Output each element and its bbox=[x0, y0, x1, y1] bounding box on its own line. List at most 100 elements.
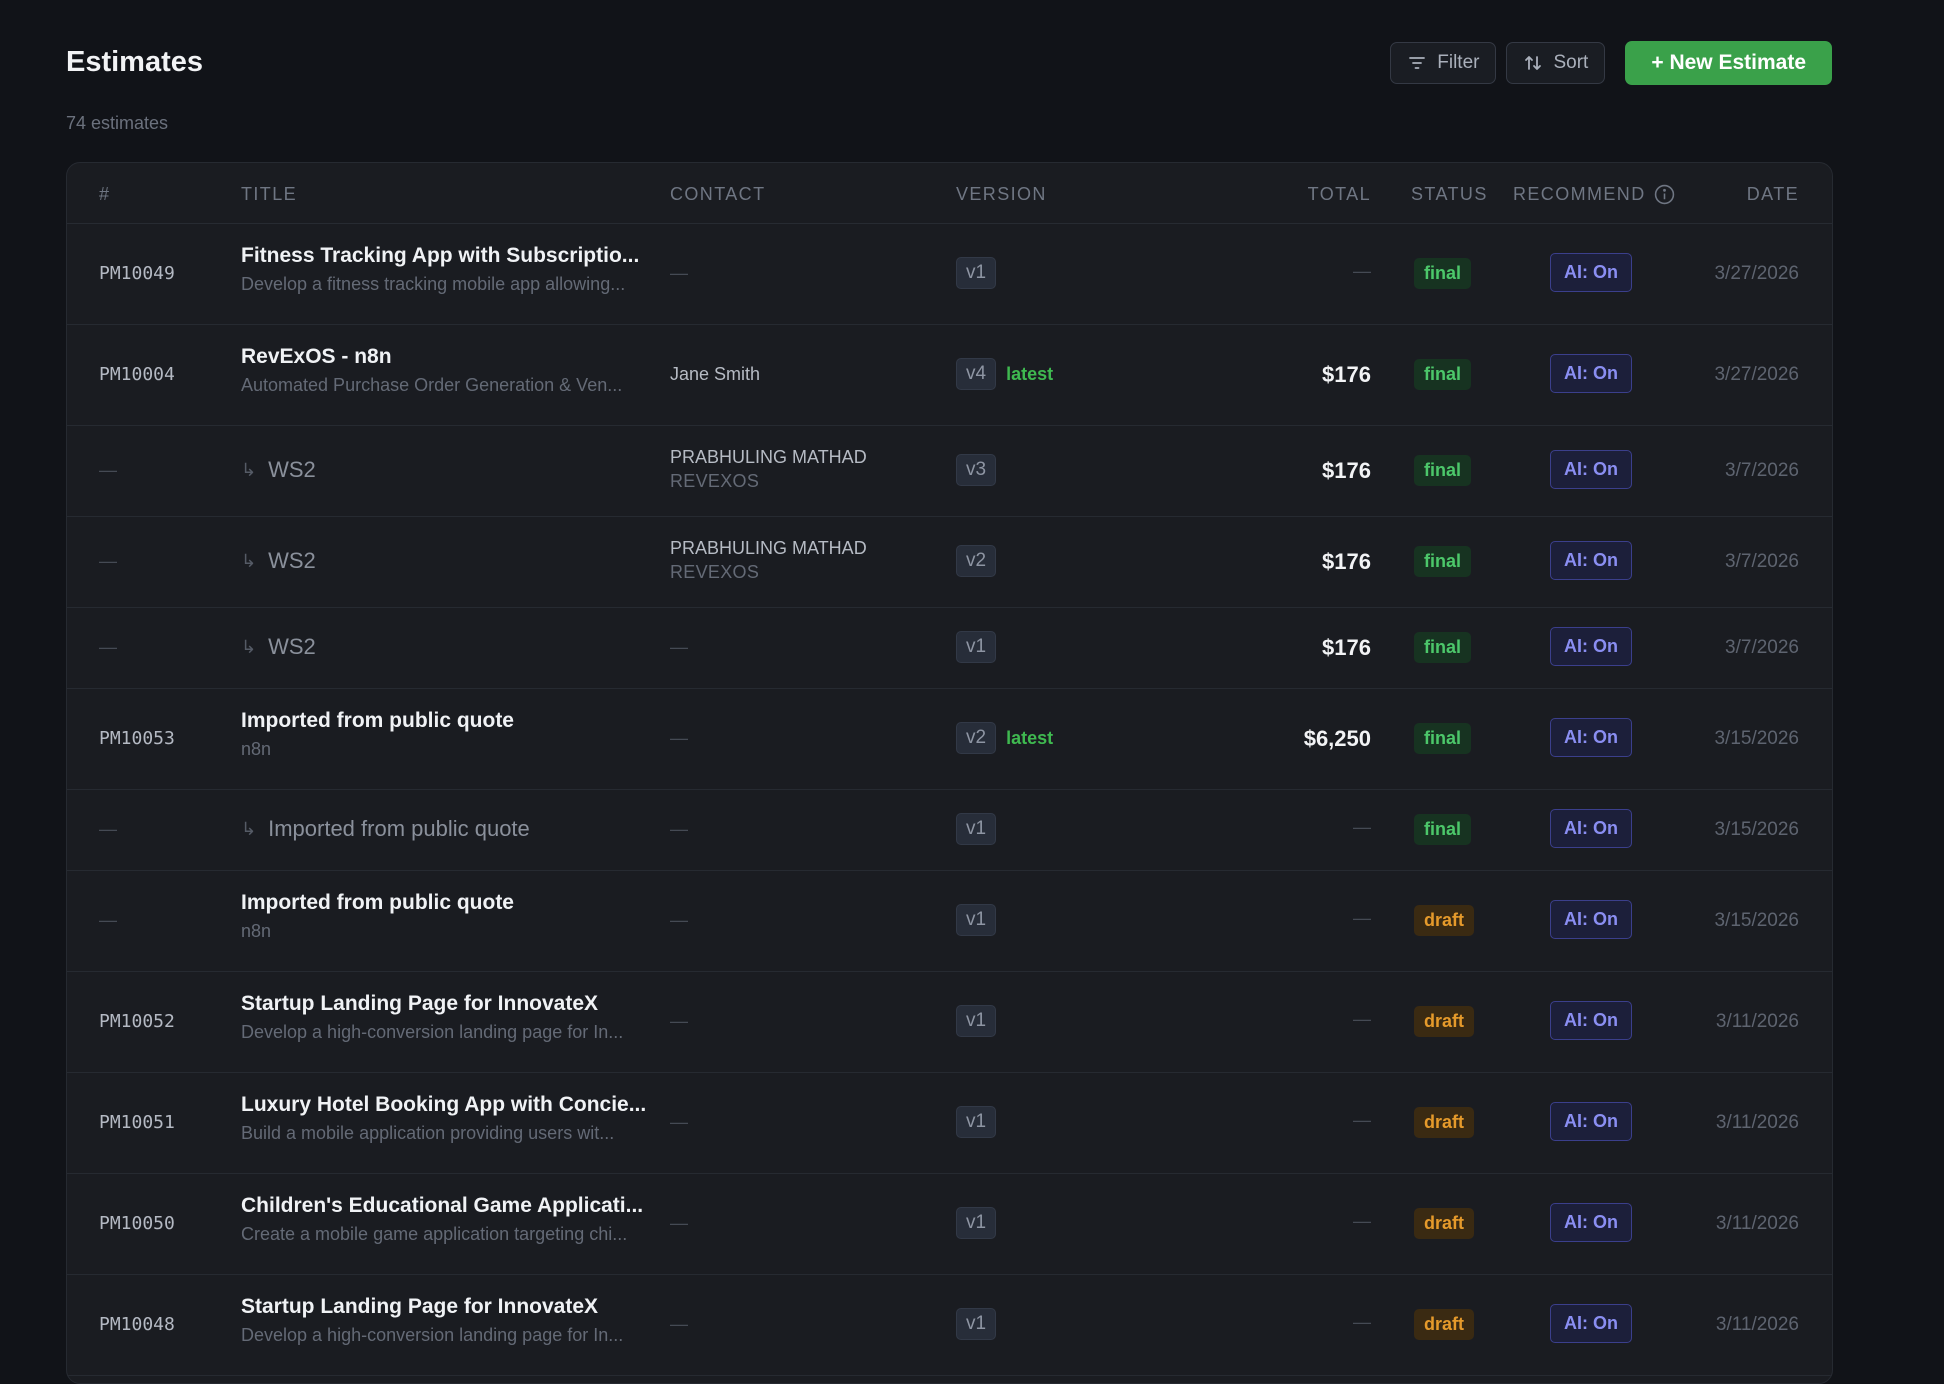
row-date: 3/15/2026 bbox=[1714, 728, 1799, 749]
total-amount: $176 bbox=[1322, 549, 1371, 574]
ai-toggle[interactable]: AI: On bbox=[1550, 809, 1632, 848]
title-column: Fitness Tracking App with Subscriptio...… bbox=[241, 244, 661, 295]
estimate-number: PM10050 bbox=[99, 1213, 175, 1234]
contact-empty: — bbox=[670, 1314, 688, 1334]
table-row[interactable]: — ↳ Imported from public quote — v1 — final AI:… bbox=[67, 790, 1832, 871]
latest-tag: latest bbox=[1006, 727, 1054, 748]
version-badge[interactable]: v3 bbox=[956, 454, 997, 486]
row-title[interactable]: Imported from public quote bbox=[268, 816, 530, 841]
recommend-column: AI: On bbox=[1550, 1102, 1632, 1141]
contact-company: REVEXOS bbox=[670, 471, 760, 491]
status-badge: final bbox=[1414, 546, 1472, 577]
total-amount: — bbox=[1353, 908, 1371, 928]
ai-toggle[interactable]: AI: On bbox=[1550, 718, 1632, 757]
row-title[interactable]: Luxury Hotel Booking App with Concie... bbox=[241, 1093, 647, 1116]
ai-toggle[interactable]: AI: On bbox=[1550, 253, 1632, 292]
ai-toggle[interactable]: AI: On bbox=[1550, 900, 1632, 939]
contact-column: — bbox=[670, 1112, 688, 1133]
row-date: 3/7/2026 bbox=[1725, 637, 1799, 658]
version-badge[interactable]: v1 bbox=[956, 904, 997, 936]
recommend-column: AI: On bbox=[1550, 900, 1632, 939]
row-title[interactable]: Imported from public quote bbox=[241, 891, 514, 914]
version-badge[interactable]: v1 bbox=[956, 257, 997, 289]
table-row[interactable]: PM10049 Fitness Tracking App with Subscri… bbox=[67, 224, 1832, 325]
version-badge[interactable]: v1 bbox=[956, 631, 997, 663]
table-row[interactable]: PM10050 Children's Educational Game Appli… bbox=[67, 1174, 1832, 1275]
ai-toggle[interactable]: AI: On bbox=[1550, 1304, 1632, 1343]
contact-column: — bbox=[670, 728, 688, 749]
version-badge[interactable]: v2 bbox=[956, 722, 997, 754]
status-column: draft bbox=[1414, 1107, 1474, 1138]
ai-toggle[interactable]: AI: On bbox=[1550, 1203, 1632, 1242]
ai-toggle[interactable]: AI: On bbox=[1550, 1102, 1632, 1141]
version-badge[interactable]: v1 bbox=[956, 1308, 997, 1340]
table-row[interactable]: PM10053 Imported from public quote n8n — v2 l… bbox=[67, 689, 1832, 790]
contact-empty: — bbox=[670, 1213, 688, 1233]
filter-button[interactable]: Filter bbox=[1390, 42, 1497, 84]
version-badge[interactable]: v4 bbox=[956, 358, 997, 390]
status-column: draft bbox=[1414, 905, 1474, 936]
row-title[interactable]: Startup Landing Page for InnovateX bbox=[241, 992, 599, 1015]
row-title[interactable]: Children's Educational Game Applicati... bbox=[241, 1194, 644, 1217]
title-column: RevExOS - n8n Automated Purchase Order Ge… bbox=[241, 345, 661, 396]
page-title: Estimates bbox=[66, 46, 204, 78]
status-badge: final bbox=[1414, 258, 1472, 289]
total-amount: — bbox=[1353, 1312, 1371, 1332]
info-icon[interactable] bbox=[1654, 184, 1675, 205]
version-column: v2 bbox=[956, 545, 997, 577]
row-title[interactable]: WS2 bbox=[268, 634, 316, 659]
version-badge[interactable]: v1 bbox=[956, 1005, 997, 1037]
table-row[interactable]: PM10052 Startup Landing Page for Innovate… bbox=[67, 972, 1832, 1073]
status-column: final bbox=[1414, 359, 1472, 390]
version-column: v1 bbox=[956, 1106, 997, 1138]
new-estimate-button[interactable]: + New Estimate bbox=[1625, 41, 1832, 85]
version-badge[interactable]: v1 bbox=[956, 813, 997, 845]
row-title[interactable]: Fitness Tracking App with Subscriptio... bbox=[241, 244, 640, 267]
estimate-number: — bbox=[99, 819, 117, 839]
row-date: 3/15/2026 bbox=[1714, 910, 1799, 931]
status-badge: draft bbox=[1414, 1208, 1474, 1239]
estimate-number: PM10052 bbox=[99, 1011, 175, 1032]
version-column: v1 bbox=[956, 904, 997, 936]
ai-toggle[interactable]: AI: On bbox=[1550, 541, 1632, 580]
version-badge[interactable]: v1 bbox=[956, 1207, 997, 1239]
status-column: final bbox=[1414, 814, 1472, 845]
table-row[interactable]: — ↳ WS2 PRABHULING MATHAD REVEXOS v2 $176 final… bbox=[67, 517, 1832, 608]
col-status-header: STATUS bbox=[1411, 184, 1488, 204]
row-description: Build a mobile application providing use… bbox=[241, 1123, 615, 1143]
row-date: 3/11/2026 bbox=[1715, 1213, 1799, 1234]
ai-toggle[interactable]: AI: On bbox=[1550, 354, 1632, 393]
recommend-column: AI: On bbox=[1550, 1203, 1632, 1242]
table-row[interactable]: — ↳ WS2 — v1 $176 final AI: On 3/7/2026 bbox=[67, 608, 1832, 689]
ai-toggle[interactable]: AI: On bbox=[1550, 627, 1632, 666]
total-amount: $176 bbox=[1322, 458, 1371, 483]
status-column: final bbox=[1414, 723, 1472, 754]
ai-toggle[interactable]: AI: On bbox=[1550, 450, 1632, 489]
title-column: Children's Educational Game Applicati...… bbox=[241, 1194, 661, 1245]
row-title[interactable]: Startup Landing Page for InnovateX bbox=[241, 1295, 599, 1318]
row-title[interactable]: RevExOS - n8n bbox=[241, 345, 392, 368]
version-column: v2 latest bbox=[956, 722, 1053, 754]
version-badge[interactable]: v1 bbox=[956, 1106, 997, 1138]
version-column: v1 bbox=[956, 1207, 997, 1239]
version-badge[interactable]: v2 bbox=[956, 545, 997, 577]
row-title[interactable]: WS2 bbox=[268, 548, 316, 573]
table-row[interactable]: — Imported from public quote n8n — v1 — draft A… bbox=[67, 871, 1832, 972]
recommend-column: AI: On bbox=[1550, 718, 1632, 757]
row-title[interactable]: Imported from public quote bbox=[241, 709, 514, 732]
recommend-column: AI: On bbox=[1550, 627, 1632, 666]
recommend-column: AI: On bbox=[1550, 253, 1632, 292]
row-description: Develop a high-conversion landing page f… bbox=[241, 1022, 624, 1042]
table-row[interactable]: PM10048 Startup Landing Page for Innovate… bbox=[67, 1275, 1832, 1376]
sort-button[interactable]: Sort bbox=[1506, 42, 1606, 84]
row-date: 3/7/2026 bbox=[1725, 460, 1799, 481]
table-row[interactable]: PM10004 RevExOS - n8n Automated Purchase O… bbox=[67, 325, 1832, 426]
table-row[interactable]: — ↳ WS2 PRABHULING MATHAD REVEXOS v3 $176 final… bbox=[67, 426, 1832, 517]
contact-name: Jane Smith bbox=[670, 364, 761, 384]
row-title[interactable]: WS2 bbox=[268, 457, 316, 482]
latest-tag: latest bbox=[1006, 363, 1054, 384]
ai-toggle[interactable]: AI: On bbox=[1550, 1001, 1632, 1040]
total-amount: — bbox=[1353, 817, 1371, 837]
table-row[interactable]: PM10051 Luxury Hotel Booking App with Con… bbox=[67, 1073, 1832, 1174]
